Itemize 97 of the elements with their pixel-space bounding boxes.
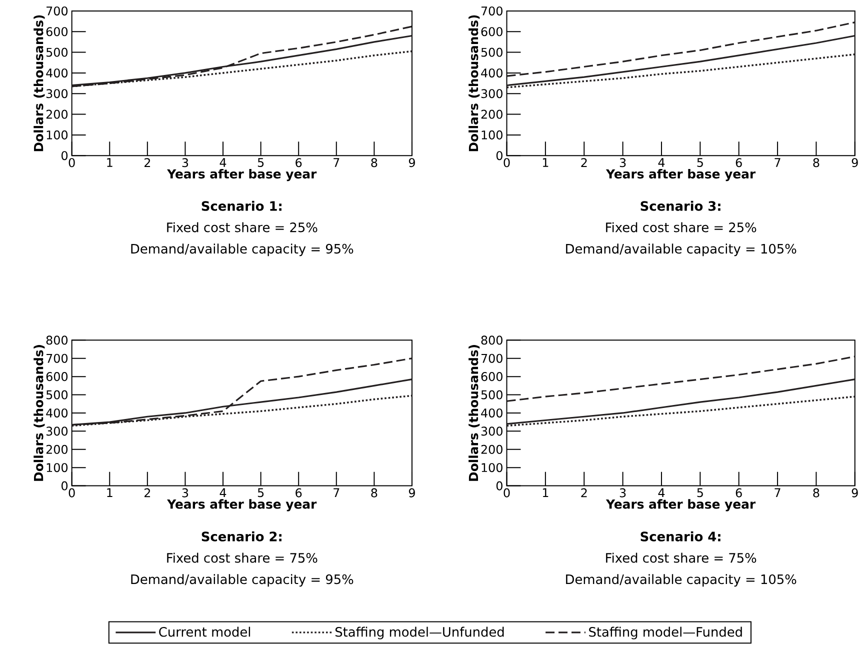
x-tick-label: 3: [182, 158, 188, 167]
y-axis-title: Dollars (thousands): [34, 15, 45, 151]
y-tick-label: 300: [481, 426, 502, 436]
y-tick-label: 0: [496, 481, 502, 490]
x-tick-label: 3: [620, 488, 626, 498]
y-tick-label: 0: [62, 150, 68, 160]
y-tick-label: 400: [46, 68, 68, 78]
y-tick-label: 100: [46, 130, 68, 140]
x-tick-label: 5: [697, 488, 703, 498]
y-tick-label: 200: [481, 444, 502, 454]
y-tick-label: 400: [481, 408, 502, 418]
y-tick-label: 300: [46, 426, 68, 436]
text: Fixed cost share = 25%: [167, 222, 318, 232]
x-tick-label: 8: [371, 158, 378, 167]
x-tick-label: 2: [144, 488, 150, 497]
x-tick-label: 1: [107, 158, 112, 167]
legend-label: Staffing model—Unfunded: [335, 626, 504, 640]
text: Demand/available capacity = 105%: [566, 574, 796, 586]
y-tick-label: 800: [46, 335, 68, 344]
y-tick-label: 600: [46, 26, 68, 36]
y-tick-label: 300: [481, 88, 502, 98]
x-tick-label: 7: [774, 488, 780, 497]
x-tick-label: 0: [68, 158, 75, 167]
y-tick-label: 600: [481, 372, 502, 381]
y-tick-label: 300: [46, 88, 68, 98]
y-axis-title: Dollars (thousands): [468, 344, 480, 481]
x-tick-label: 1: [542, 158, 548, 167]
x-tick-label: 6: [736, 158, 742, 167]
x-tick-label: 4: [220, 158, 226, 167]
x-tick-label: 6: [296, 488, 302, 498]
legend-label: Staffing model—Funded: [589, 626, 742, 640]
y-tick-label: 0: [496, 150, 502, 160]
x-tick-label: 6: [736, 488, 742, 498]
text: Scenario 3:: [640, 200, 720, 211]
y-tick-label: 200: [46, 110, 68, 119]
x-tick-label: 7: [334, 158, 340, 167]
x-tick-label: 9: [852, 488, 858, 498]
y-tick-label: 800: [481, 335, 502, 344]
text: Fixed cost share = 75%: [167, 552, 318, 563]
y-tick-label: 600: [481, 26, 502, 36]
y-axis-title: Dollars (thousands): [468, 15, 480, 151]
x-tick-label: 0: [504, 158, 510, 167]
text: Scenario 2:: [202, 531, 282, 542]
text: Fixed cost share = 75%: [606, 552, 756, 563]
y-tick-label: 500: [481, 48, 502, 57]
x-tick-label: 9: [852, 158, 858, 167]
y-tick-label: 400: [481, 68, 502, 78]
y-tick-label: 0: [62, 481, 68, 490]
x-tick-label: 7: [774, 158, 780, 167]
text: Scenario 1:: [202, 200, 282, 211]
x-tick-label: 7: [334, 488, 340, 497]
x-axis-title: Years after base year: [167, 168, 317, 181]
x-tick-label: 4: [220, 488, 226, 497]
y-tick-label: 700: [481, 6, 502, 16]
x-tick-label: 0: [68, 488, 75, 498]
x-tick-label: 5: [258, 488, 264, 498]
y-tick-label: 600: [46, 372, 68, 381]
y-tick-label: 100: [482, 462, 502, 472]
y-tick-label: 500: [46, 390, 68, 400]
y-tick-label: 400: [46, 408, 68, 418]
legend-label: Current model: [159, 626, 250, 637]
x-tick-label: 2: [581, 158, 587, 167]
y-tick-label: 500: [481, 390, 502, 400]
x-tick-label: 3: [182, 488, 188, 498]
x-tick-label: 4: [658, 158, 665, 167]
x-tick-label: 5: [697, 158, 703, 167]
x-axis-title: Years after base year: [606, 168, 756, 181]
y-tick-label: 700: [481, 354, 502, 363]
y-tick-label: 700: [46, 6, 68, 16]
x-tick-label: 5: [258, 158, 264, 167]
y-tick-label: 200: [481, 110, 502, 119]
x-tick-label: 2: [144, 158, 150, 167]
x-tick-label: 8: [813, 488, 820, 498]
x-axis-title: Years after base year: [606, 498, 756, 512]
x-tick-label: 3: [620, 158, 626, 167]
y-tick-label: 700: [46, 354, 68, 363]
text: Demand/available capacity = 105%: [566, 243, 796, 256]
text: Fixed cost share = 25%: [606, 222, 756, 232]
y-tick-label: 500: [46, 48, 68, 57]
y-tick-label: 200: [46, 444, 68, 454]
text: Demand/available capacity = 95%: [131, 243, 354, 256]
x-tick-label: 4: [658, 488, 665, 497]
x-axis-title: Years after base year: [167, 498, 317, 512]
text: Demand/available capacity = 95%: [131, 574, 354, 586]
x-tick-label: 1: [107, 488, 112, 497]
x-tick-label: 6: [296, 158, 302, 167]
x-tick-label: 1: [542, 488, 548, 497]
x-tick-label: 0: [504, 488, 510, 498]
text: Scenario 4:: [640, 531, 720, 542]
y-tick-label: 100: [46, 462, 68, 472]
x-tick-label: 8: [371, 488, 378, 498]
y-tick-label: 100: [482, 130, 502, 140]
x-tick-label: 9: [408, 488, 415, 498]
y-axis-title: Dollars (thousands): [34, 344, 45, 481]
x-tick-label: 8: [813, 158, 820, 167]
x-tick-label: 2: [581, 488, 587, 497]
x-tick-label: 9: [408, 158, 415, 167]
